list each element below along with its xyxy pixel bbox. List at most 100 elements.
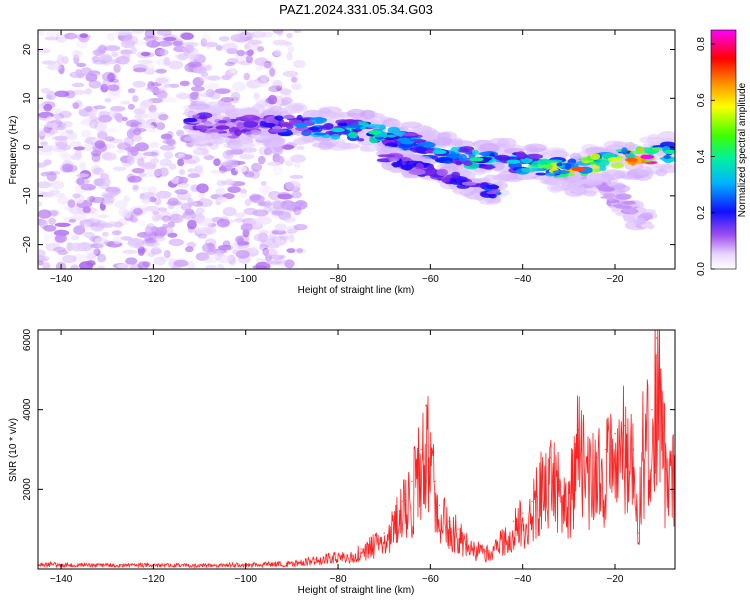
- spectrogram-ridge-blob: [249, 129, 262, 135]
- snr-x-label: Height of straight line (km): [298, 585, 415, 596]
- spectrogram-noise-blob: [261, 235, 275, 241]
- spectrogram-noise-blob: [120, 49, 133, 55]
- spectrogram-noise-blob: [192, 148, 209, 156]
- spectrogram-x-tick-label: −60: [422, 274, 439, 285]
- spectrogram-noise-blob: [111, 51, 119, 57]
- spectrogram-noise-blob: [69, 71, 82, 78]
- spectrogram-ridge-blob: [283, 114, 295, 120]
- spectrogram-noise-blob: [41, 60, 57, 65]
- spectrogram-y-axis: −20 −10 0 10 20: [22, 44, 675, 253]
- spectrogram-noise-blob: [163, 56, 171, 66]
- spectrogram-noise-blob: [253, 233, 268, 242]
- spectrogram-noise-blob: [72, 102, 80, 109]
- spectrogram-ridge-blob: [590, 153, 601, 160]
- spectrogram-ridge-peak: [331, 127, 345, 133]
- spectrogram-noise-blob: [69, 32, 76, 40]
- spectrogram-noise-blob: [96, 265, 105, 269]
- spectrogram-noise-blob: [123, 195, 130, 203]
- spectrogram-noise-blob: [106, 221, 117, 228]
- spectrogram-noise-blob: [257, 46, 265, 52]
- spectrogram-ridge-peak: [215, 125, 230, 130]
- colorbar-tick-label: 0.8: [696, 37, 707, 51]
- snr-x-tick-label: −120: [142, 574, 165, 585]
- spectrogram-noise-blob: [155, 36, 164, 41]
- spectrogram-noise-blob: [286, 248, 296, 254]
- spectrogram-noise-blob: [217, 264, 224, 269]
- spectrogram-noise-blob: [236, 49, 246, 57]
- spectrogram-noise-blob: [81, 129, 92, 138]
- spectrogram-noise-blob: [62, 163, 73, 173]
- spectrogram-ridge-blob: [565, 163, 572, 171]
- snr-data-point: [374, 540, 376, 542]
- spectrogram-noise-blob: [55, 234, 67, 243]
- spectrogram-noise-blob: [168, 238, 184, 247]
- spectrogram-noise-blob: [251, 162, 263, 172]
- spectrogram-noise-blob: [254, 79, 270, 88]
- spectrogram-noise-blob: [205, 64, 213, 71]
- spectrogram-noise-blob: [40, 171, 50, 177]
- spectrogram-noise-blob: [61, 120, 73, 128]
- spectrogram-ridge-halo: [540, 151, 551, 160]
- spectrogram-noise-blob: [59, 110, 72, 119]
- spectrogram-noise-blob: [144, 30, 156, 39]
- snr-data-point: [429, 448, 431, 451]
- spectrogram-noise-blob: [72, 212, 87, 222]
- snr-data-point: [503, 532, 505, 534]
- spectrogram-noise-blob: [141, 186, 151, 192]
- spectrogram-noise-blob: [176, 129, 185, 137]
- spectrogram-noise-blob: [90, 243, 104, 249]
- spectrogram-noise-blob: [227, 186, 242, 194]
- spectrogram-noise-blob: [145, 86, 159, 92]
- spectrogram-x-tick-label: −40: [514, 274, 531, 285]
- spectrogram-noise-blob: [85, 218, 101, 228]
- spectrogram-noise-blob: [43, 233, 52, 242]
- spectrogram-noise-blob: [202, 148, 210, 157]
- spectrogram-noise-blob: [180, 32, 194, 40]
- spectrogram-noise-blob: [43, 122, 59, 128]
- spectrogram-noise-blob: [199, 93, 211, 98]
- spectrogram-ridge-blob: [402, 132, 419, 137]
- spectrogram-noise-blob: [113, 221, 123, 228]
- spectrogram-noise-blob: [199, 75, 207, 82]
- spectrogram-noise-blob: [155, 68, 167, 74]
- spectrogram-noise-blob: [143, 151, 158, 157]
- spectrogram-noise-blob: [187, 173, 201, 179]
- spectrogram-noise-blob: [144, 205, 160, 212]
- spectrogram-noise-blob: [195, 207, 205, 215]
- spectrogram-noise-blob: [159, 144, 176, 151]
- snr-data-point: [199, 564, 201, 566]
- spectrogram-noise-blob: [230, 33, 246, 43]
- spectrogram-ridge-blob: [478, 165, 496, 169]
- spectrogram-ridge-blob: [478, 152, 491, 156]
- snr-data-point: [632, 448, 635, 451]
- spectrogram-noise-blob: [150, 247, 162, 255]
- spectrogram-noise-blob: [283, 41, 293, 47]
- spectrogram-noise-blob: [150, 157, 159, 165]
- spectrogram-noise-blob: [73, 146, 86, 151]
- spectrogram-noise-blob: [116, 263, 131, 269]
- spectrogram-noise-blob: [273, 49, 282, 56]
- spectrogram-noise-blob: [50, 180, 65, 190]
- spectrogram-noise-blob: [158, 114, 169, 121]
- spectrogram-ridge-halo: [387, 121, 402, 129]
- spectrogram-noise-blob: [258, 184, 271, 195]
- spectrogram-ridge-peak: [400, 140, 415, 145]
- snr-data-point: [392, 520, 394, 522]
- spectrogram-noise-blob: [155, 48, 169, 56]
- spectrogram-secondary-branch-blob: [408, 169, 426, 176]
- spectrogram-ridge-blob: [236, 121, 245, 130]
- spectrogram-ridge-blob: [209, 129, 224, 133]
- spectrogram-noise-blob: [208, 90, 221, 100]
- spectrogram-noise-blob: [231, 96, 240, 104]
- spectrogram-ridge-blob: [595, 159, 610, 167]
- spectrogram-ridge-halo: [603, 140, 624, 150]
- snr-data-point: [642, 429, 644, 431]
- spectrogram-noise-blob: [285, 180, 301, 191]
- spectrogram-noise-blob: [215, 187, 226, 196]
- spectrogram-noise-blob: [267, 161, 281, 167]
- spectrogram-noise-blob: [193, 91, 200, 97]
- spectrogram-noise-blob: [94, 117, 102, 124]
- spectrogram-lower-branch-blob: [641, 223, 654, 229]
- spectrogram-noise-blob: [179, 80, 190, 87]
- spectrogram-noise-blob: [80, 67, 93, 76]
